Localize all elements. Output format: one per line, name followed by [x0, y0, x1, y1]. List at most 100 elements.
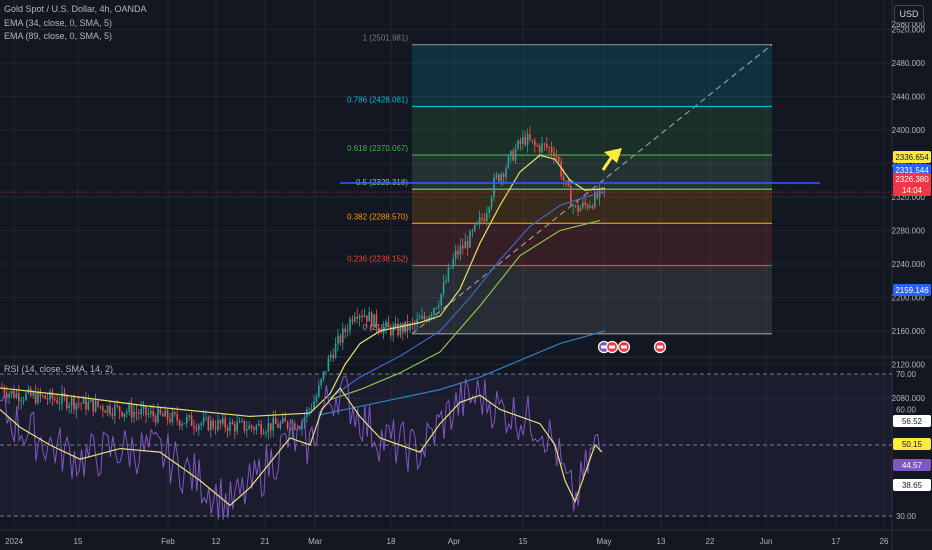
candle-body: [171, 412, 174, 423]
candle-body: [68, 405, 70, 408]
candle-body: [512, 150, 514, 161]
candle-body: [210, 420, 212, 431]
rsi-line: [0, 375, 601, 520]
price-badge-bg: [893, 151, 931, 163]
ema89-line: [329, 191, 606, 399]
rsi-badge-bg: [893, 479, 931, 491]
candle-body: [385, 321, 387, 327]
price-tick-label: 2560.000: [892, 20, 926, 29]
candle-body: [44, 395, 46, 399]
candle-body: [342, 328, 344, 343]
candle-body: [495, 174, 498, 178]
candle-body: [37, 391, 39, 404]
candle-body: [522, 137, 524, 145]
candle-body: [488, 207, 490, 214]
rsi-legend: RSI (14, close, SMA, 14, 2): [4, 364, 114, 374]
candle-body: [214, 427, 217, 430]
candle-body: [373, 314, 375, 328]
candle-body: [438, 305, 440, 308]
candle-body: [358, 315, 361, 319]
candle-body: [123, 413, 126, 417]
event-marker-flag: [657, 345, 663, 349]
candle-body: [94, 400, 97, 412]
fib-zone: [412, 265, 772, 334]
candle-body: [524, 137, 526, 145]
candle-body: [46, 398, 49, 400]
candle-body: [126, 411, 128, 414]
candle-body: [118, 405, 121, 412]
candle-body: [514, 148, 517, 161]
candle-body: [30, 388, 32, 396]
candle-body: [392, 326, 394, 336]
candle-body: [121, 411, 123, 417]
candle-body: [73, 398, 75, 410]
candle-body: [56, 399, 58, 404]
candle-body: [142, 406, 145, 409]
candle-body: [130, 405, 133, 418]
candle-body: [13, 390, 15, 398]
candle-body: [150, 411, 152, 414]
candle-body: [471, 230, 474, 232]
rsi-band: [0, 373, 892, 517]
currency-button[interactable]: USD: [894, 5, 924, 23]
candle-body: [138, 413, 140, 415]
candle-body: [322, 371, 325, 380]
fib-level-label: 0.236 (2238.152): [347, 255, 408, 264]
candle-body: [334, 343, 337, 359]
candle-body: [596, 191, 598, 198]
candle-body: [435, 307, 438, 309]
candle-body: [202, 417, 205, 424]
candle-body: [459, 245, 462, 255]
candle-body: [32, 392, 34, 396]
time-tick-label: 13: [657, 537, 666, 546]
fib-level-label: 0 (2156.655): [363, 323, 409, 332]
candle-body: [238, 420, 241, 423]
price-tick-label: 2240.000: [892, 260, 926, 269]
candle-body: [154, 416, 157, 423]
candle-body: [15, 393, 18, 398]
candle-body: [577, 205, 579, 212]
annotations: [0, 148, 892, 354]
fibonacci-retracement[interactable]: 1 (2501.981) 0.786 (2428.081) 0.618 (2370.…: [347, 34, 773, 335]
candle-body: [267, 423, 270, 433]
candle-body: [18, 393, 20, 402]
candle-body: [447, 267, 450, 281]
candlestick-series: [1, 126, 606, 440]
candle-body: [212, 420, 214, 428]
candle-body: [284, 417, 286, 422]
candle-body: [183, 423, 186, 424]
candle-body: [402, 325, 404, 333]
candle-body: [248, 425, 250, 430]
candle-body: [157, 408, 159, 423]
ema89-legend: EMA (89, close, 0, SMA, 5): [4, 31, 113, 41]
candle-body: [464, 241, 466, 249]
candle-body: [339, 335, 342, 343]
candle-body: [390, 326, 392, 336]
candle-body: [262, 433, 265, 435]
candle-body: [370, 312, 373, 328]
candle-body: [169, 419, 171, 423]
price-badge: 2326.380: [895, 175, 929, 184]
candle-body: [224, 418, 226, 428]
fib-zone: [412, 44, 772, 107]
candle-body: [219, 420, 222, 424]
candle-body: [325, 371, 327, 373]
candle-body: [414, 322, 416, 324]
price-badge: 2159.146: [895, 286, 929, 295]
candle-body: [586, 204, 589, 208]
candle-body: [147, 413, 150, 415]
candle-body: [42, 395, 44, 397]
time-tick-label: Mar: [308, 537, 322, 546]
candle-body: [22, 399, 25, 401]
candle-body: [205, 416, 207, 418]
candle-body: [380, 331, 382, 334]
candle-body: [354, 316, 356, 322]
candle-body: [241, 420, 243, 422]
candle-body: [493, 177, 495, 198]
candle-body: [34, 392, 37, 404]
candle-body: [253, 427, 255, 430]
time-tick-label: 15: [74, 537, 83, 546]
candle-body: [310, 408, 313, 410]
candle-body: [502, 173, 505, 177]
